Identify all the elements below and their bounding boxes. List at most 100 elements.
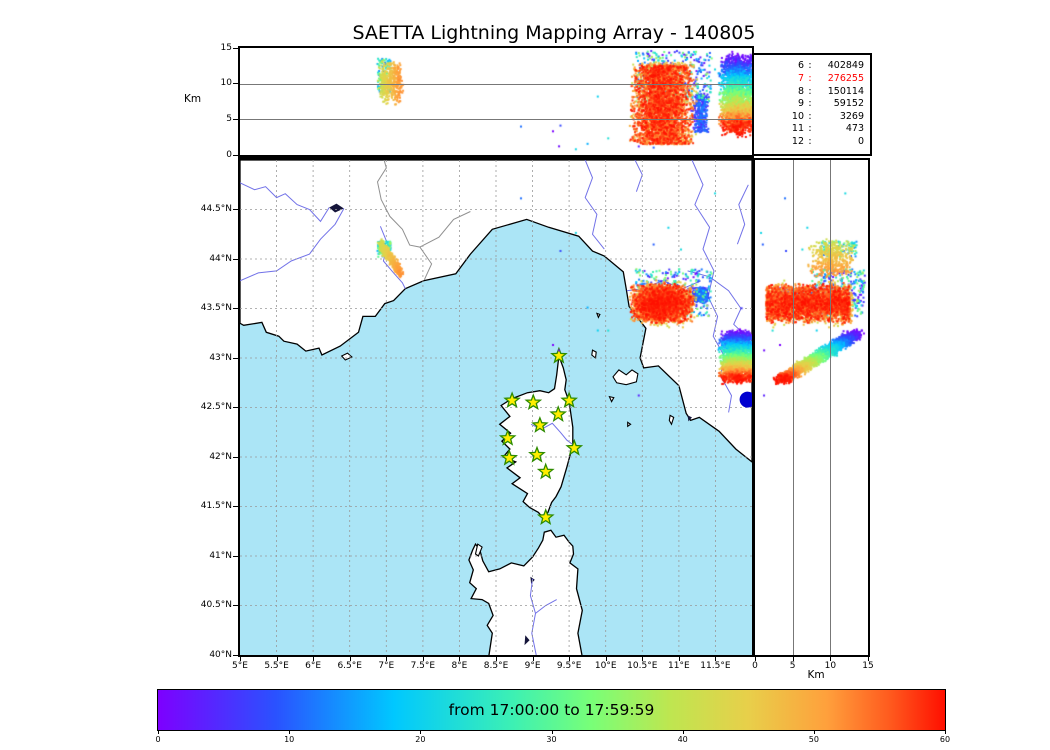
page-title: SAETTA Lightning Mapping Array - 140805 xyxy=(352,22,756,44)
map-y-tick xyxy=(233,555,238,557)
colorbar-tick-label: 50 xyxy=(808,735,819,744)
map-y-tick xyxy=(233,654,238,656)
map-y-tick-label: 42°N xyxy=(209,451,232,462)
map-x-tick xyxy=(569,657,571,661)
map-y-tick xyxy=(233,308,238,309)
map-x-tick-label: 7.5°E xyxy=(410,661,436,671)
map-x-tick xyxy=(313,657,315,661)
top-gridline xyxy=(240,83,752,85)
legend-cell: 11 xyxy=(791,123,804,135)
colorbar-tick-label: 0 xyxy=(155,735,161,744)
legend-cell: 150114 xyxy=(827,85,864,97)
right-x-tick-label: 0 xyxy=(752,661,758,671)
top-gridline xyxy=(240,119,752,121)
map-y-tick-label: 42.5°N xyxy=(200,402,232,412)
top-y-tick xyxy=(233,47,238,49)
colorbar-label: from 17:00:00 to 17:59:59 xyxy=(448,701,655,719)
map-x-tick xyxy=(240,657,241,661)
altitude-latitude-scatter xyxy=(755,160,868,655)
map-x-tick-label: 11.5°E xyxy=(700,661,731,671)
colorbar-tick-label: 30 xyxy=(546,735,557,744)
colorbar-tick-label: 40 xyxy=(677,735,688,744)
colorbar-tick-label: 60 xyxy=(939,735,951,744)
legend-row-alt-12: 12: 0 xyxy=(754,136,864,149)
legend-row-alt-6: 6: 402849 xyxy=(754,60,864,73)
map-x-tick xyxy=(715,657,717,661)
map-y-tick-label: 40°N xyxy=(209,649,232,660)
legend-cell: : xyxy=(808,123,812,135)
map-panel xyxy=(238,158,754,657)
legend-row-alt-10: 10: 3269 xyxy=(754,111,864,124)
legend-row-alt-8: 8: 150114 xyxy=(754,86,864,99)
map-y-tick xyxy=(233,506,238,507)
map-x-tick xyxy=(496,657,497,661)
altitude-longitude-scatter xyxy=(240,48,752,155)
top-y-tick-label: 10 xyxy=(220,78,232,89)
map-x-tick xyxy=(459,657,461,661)
legend-row-alt-11: 11: 473 xyxy=(754,123,864,136)
colorbar-tick-label: 10 xyxy=(284,735,295,744)
map-x-tick xyxy=(386,657,388,661)
map-y-tick-label: 40.5°N xyxy=(200,600,232,610)
time-colorbar: from 17:00:00 to 17:59:59 xyxy=(157,689,946,731)
map-y-tick-label: 43.5°N xyxy=(200,303,232,313)
top-y-tick xyxy=(233,83,238,85)
right-gridline xyxy=(830,160,832,655)
map-x-tick-label: 9.5°E xyxy=(556,661,582,671)
right-x-tick xyxy=(792,657,794,661)
colorbar-tick xyxy=(813,730,815,734)
colorbar-tick xyxy=(945,730,946,734)
map-x-tick-label: 8°E xyxy=(451,661,468,671)
legend-cell: 12 xyxy=(791,135,804,147)
colorbar-tick-label: 20 xyxy=(415,735,426,744)
map-y-tick xyxy=(233,407,238,408)
map-y-tick xyxy=(233,209,238,210)
top-y-tick-label: 15 xyxy=(220,42,232,53)
top-y-tick xyxy=(233,118,238,120)
map-y-tick-label: 44°N xyxy=(209,253,232,264)
legend-cell: 7 xyxy=(797,73,804,85)
colorbar-tick xyxy=(682,730,684,734)
right-gridline xyxy=(792,160,794,655)
right-x-tick-label: 15 xyxy=(862,661,874,671)
legend-cell: : xyxy=(808,135,812,147)
map-y-tick xyxy=(233,258,238,260)
map-y-tick xyxy=(233,357,238,359)
legend-cell: 6 xyxy=(797,60,804,72)
map-x-tick xyxy=(605,657,607,661)
legend-cell: : xyxy=(808,110,812,122)
map-x-tick xyxy=(532,657,534,661)
right-x-tick xyxy=(830,657,832,661)
map-y-tick-label: 43°N xyxy=(209,352,232,363)
map-x-tick xyxy=(422,657,424,661)
legend-cell: 0 xyxy=(857,135,864,147)
panel-separator xyxy=(238,155,754,159)
legend-cell: 276255 xyxy=(827,73,864,85)
right-x-tick-label: 5 xyxy=(789,661,796,671)
colorbar-tick xyxy=(420,730,422,734)
colorbar-tick xyxy=(551,730,553,734)
legend-cell: 59152 xyxy=(833,98,864,110)
map-y-tick-label: 41°N xyxy=(209,550,232,561)
map-x-tick xyxy=(276,657,278,661)
right-x-tick xyxy=(755,657,756,661)
map-x-tick-label: 11°E xyxy=(668,661,690,671)
map-x-tick-label: 8.5°E xyxy=(483,661,509,671)
legend-cell: 9 xyxy=(797,98,804,110)
top-panel-ylabel: Km xyxy=(184,93,202,105)
legend-cell: : xyxy=(808,85,812,97)
legend-cell: : xyxy=(808,60,812,72)
legend-cell: 402849 xyxy=(827,60,864,72)
top-y-tick-label: 5 xyxy=(226,113,232,124)
map-x-tick-label: 6.5°E xyxy=(337,661,362,671)
legend-cell: 10 xyxy=(791,110,804,122)
map-x-tick-label: 5°E xyxy=(232,661,248,671)
colorbar-tick xyxy=(158,730,159,734)
map-y-tick-label: 41.5°N xyxy=(200,501,232,511)
map-x-tick-label: 10°E xyxy=(594,661,617,671)
altitude-longitude-panel xyxy=(238,46,754,157)
map-x-tick-label: 7°E xyxy=(378,661,395,671)
legend-row-alt-7: 7: 276255 xyxy=(754,73,864,86)
map-y-tick xyxy=(233,605,238,606)
